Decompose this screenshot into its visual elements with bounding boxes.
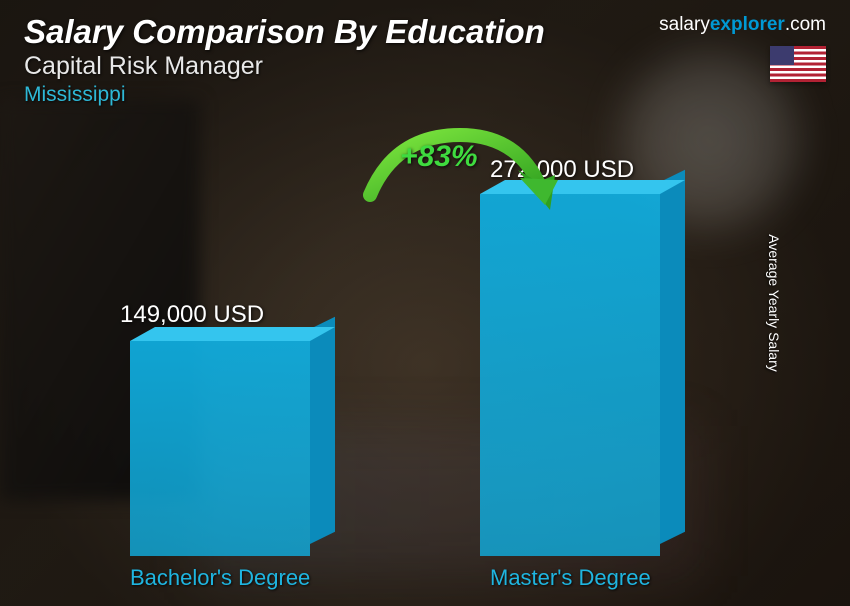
infographic-container: Salary Comparison By Education Capital R… (0, 0, 850, 606)
percent-increase-badge: +83% (400, 140, 478, 174)
job-title: Capital Risk Manager (24, 52, 545, 81)
brand-part2: explorer (710, 14, 785, 35)
brand-part1: salary (659, 14, 710, 35)
main-title: Salary Comparison By Education (24, 14, 545, 50)
brand-suffix: .com (785, 14, 826, 35)
brand-area: salaryexplorer.com (659, 14, 826, 87)
usa-flag-icon (770, 46, 826, 82)
bar-shape (130, 341, 310, 556)
bar-category-label: Master's Degree (490, 565, 651, 591)
bar-value-label: 149,000 USD (120, 301, 264, 329)
bar-category-label: Bachelor's Degree (130, 565, 310, 591)
location-label: Mississippi (24, 83, 545, 107)
header: Salary Comparison By Education Capital R… (24, 14, 826, 107)
increase-arrow-icon (340, 120, 570, 240)
chart-area: +83% 149,000 USD Bachelor's Degree 272,0… (60, 140, 780, 556)
brand-logo: salaryexplorer.com (659, 14, 826, 36)
title-block: Salary Comparison By Education Capital R… (24, 14, 545, 107)
bar-shape (480, 194, 660, 556)
